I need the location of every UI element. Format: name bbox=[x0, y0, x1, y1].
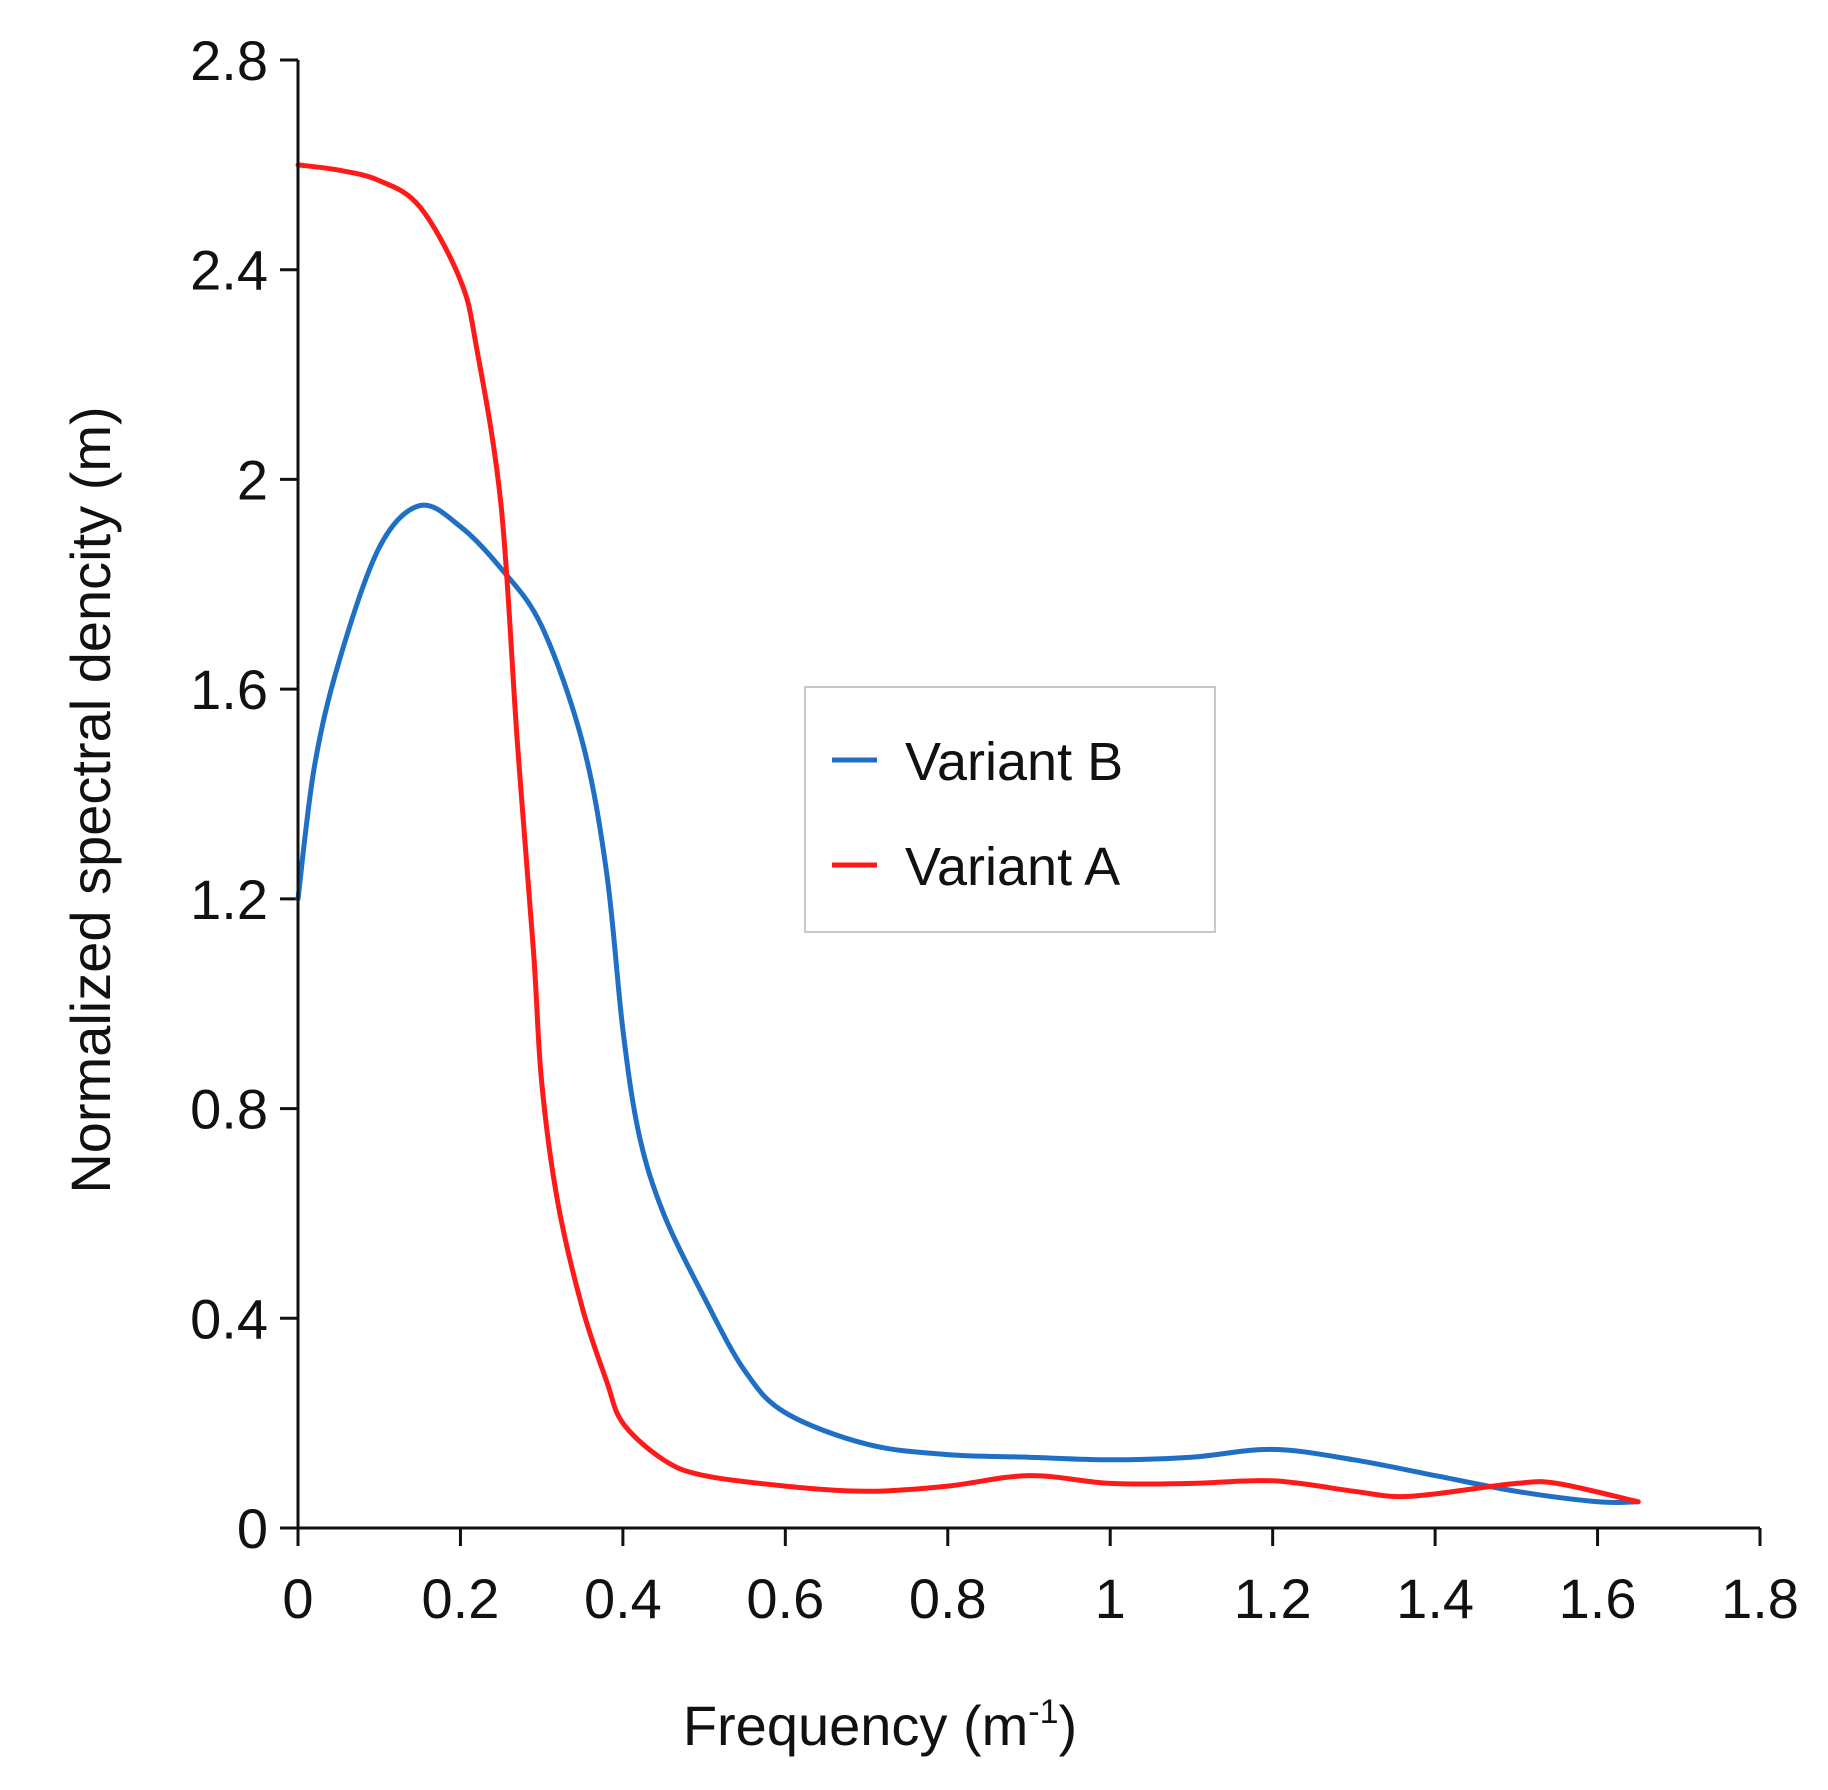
y-axis-title: Normalized spectral dencity (m) bbox=[59, 406, 122, 1193]
series-line-variant-b bbox=[295, 502, 1641, 1506]
x-tick-label: 1.8 bbox=[1721, 1567, 1799, 1630]
y-tick-label: 0 bbox=[237, 1497, 268, 1560]
x-tick-label: 0.2 bbox=[422, 1567, 500, 1630]
y-tick-label: 1.6 bbox=[190, 658, 268, 721]
x-tick-label: 0.6 bbox=[746, 1567, 824, 1630]
x-tick-label: 1 bbox=[1095, 1567, 1126, 1630]
legend: Variant B Variant A bbox=[804, 686, 1216, 933]
x-axis-title-suffix: ) bbox=[1059, 1694, 1078, 1757]
series-line-variant-a bbox=[295, 162, 1641, 1505]
y-tick-label: 2.8 bbox=[190, 29, 268, 92]
y-tick-label: 2.4 bbox=[190, 239, 268, 302]
y-axis-ticks: 0 0.4 0.8 1.2 1.6 2 2.4 2.8 bbox=[190, 29, 298, 1560]
y-tick-label: 2 bbox=[237, 448, 268, 511]
y-tick-label: 0.4 bbox=[190, 1287, 268, 1350]
x-axis-title: Frequency (m-1) bbox=[683, 1693, 1077, 1757]
x-axis-ticks: 0 0.2 0.4 0.6 0.8 1 1.2 1.4 1.6 1.8 bbox=[282, 1528, 1799, 1630]
legend-label-variant-b: Variant B bbox=[905, 732, 1123, 792]
x-tick-label: 1.2 bbox=[1234, 1567, 1312, 1630]
x-tick-label: 0.8 bbox=[909, 1567, 987, 1630]
x-tick-label: 1.4 bbox=[1396, 1567, 1474, 1630]
x-axis-title-main: Frequency (m bbox=[683, 1694, 1028, 1757]
x-tick-label: 0.4 bbox=[584, 1567, 662, 1630]
legend-label-variant-a: Variant A bbox=[905, 837, 1120, 897]
y-tick-label: 1.2 bbox=[190, 868, 268, 931]
x-tick-label: 1.6 bbox=[1559, 1567, 1637, 1630]
x-tick-label: 0 bbox=[282, 1567, 313, 1630]
legend-box bbox=[804, 686, 1216, 933]
y-tick-label: 0.8 bbox=[190, 1078, 268, 1141]
series-layer bbox=[295, 162, 1641, 1506]
x-axis-title-superscript: -1 bbox=[1028, 1693, 1058, 1731]
